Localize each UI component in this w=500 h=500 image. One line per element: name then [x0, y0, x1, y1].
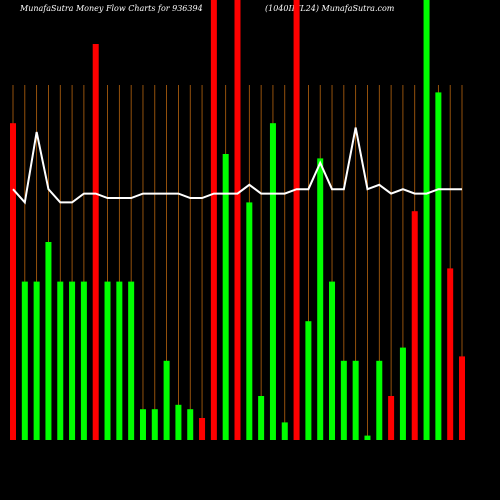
bar — [57, 281, 64, 440]
bar — [80, 281, 87, 440]
bar — [151, 409, 158, 440]
chart-title: MunafaSutra Money Flow Charts for 936394 — [19, 4, 203, 13]
bar — [163, 360, 170, 440]
bar — [435, 92, 442, 441]
chart-subtitle: (1040IIFL24) MunafaSutra.com — [265, 4, 395, 13]
bar — [104, 281, 111, 440]
bar — [116, 281, 123, 440]
bar — [352, 360, 359, 440]
bar — [364, 435, 371, 440]
bar — [45, 242, 52, 440]
bar — [329, 281, 336, 440]
bar — [199, 418, 206, 440]
bar — [317, 158, 324, 440]
bar — [305, 321, 312, 440]
bar — [246, 202, 253, 440]
bar — [234, 0, 241, 440]
bar — [139, 409, 146, 440]
bar — [128, 281, 135, 440]
bar — [376, 360, 383, 440]
bar — [210, 0, 217, 440]
bar — [222, 154, 229, 440]
bar — [388, 396, 395, 440]
bar — [10, 123, 16, 440]
bar — [258, 396, 265, 440]
bar — [69, 281, 76, 440]
bar — [399, 347, 406, 440]
bar — [411, 211, 418, 440]
bar — [21, 281, 28, 440]
bar — [33, 281, 40, 440]
bar — [187, 409, 194, 440]
bar — [447, 268, 454, 440]
bar — [340, 360, 347, 440]
money-flow-line — [12, 127, 462, 205]
bar — [459, 356, 465, 440]
bar — [423, 0, 430, 440]
bar — [269, 123, 276, 440]
bar — [175, 404, 182, 440]
bar — [293, 0, 300, 440]
bar — [92, 44, 99, 440]
bar — [281, 422, 288, 440]
